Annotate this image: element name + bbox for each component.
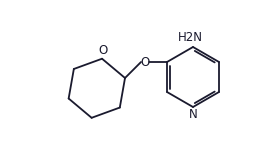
Text: N: N: [189, 108, 197, 122]
Text: O: O: [140, 56, 150, 69]
Text: O: O: [99, 44, 108, 57]
Text: H2N: H2N: [178, 31, 202, 44]
